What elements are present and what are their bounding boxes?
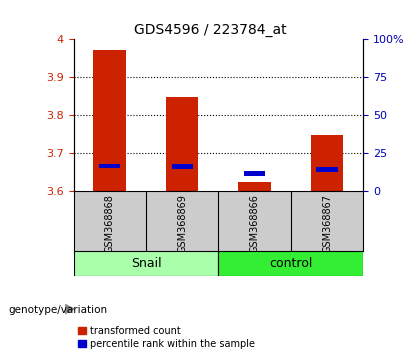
Bar <box>74 251 218 276</box>
Bar <box>238 182 271 190</box>
Text: GDS4596 / 223784_at: GDS4596 / 223784_at <box>134 23 286 37</box>
Text: GSM368867: GSM368867 <box>322 194 332 253</box>
Text: GSM368868: GSM368868 <box>105 194 115 252</box>
Text: GSM368866: GSM368866 <box>249 194 260 252</box>
Legend: transformed count, percentile rank within the sample: transformed count, percentile rank withi… <box>79 326 255 349</box>
Bar <box>244 171 265 176</box>
Polygon shape <box>65 304 76 314</box>
Bar <box>93 50 126 190</box>
Bar <box>172 164 193 169</box>
Bar <box>99 164 120 169</box>
Text: Snail: Snail <box>131 257 161 270</box>
Bar <box>166 97 199 190</box>
Text: GSM368869: GSM368869 <box>177 194 187 252</box>
Bar <box>317 167 338 172</box>
Text: genotype/variation: genotype/variation <box>8 305 108 315</box>
Text: control: control <box>269 257 312 270</box>
Bar <box>218 251 363 276</box>
Bar <box>311 135 344 190</box>
